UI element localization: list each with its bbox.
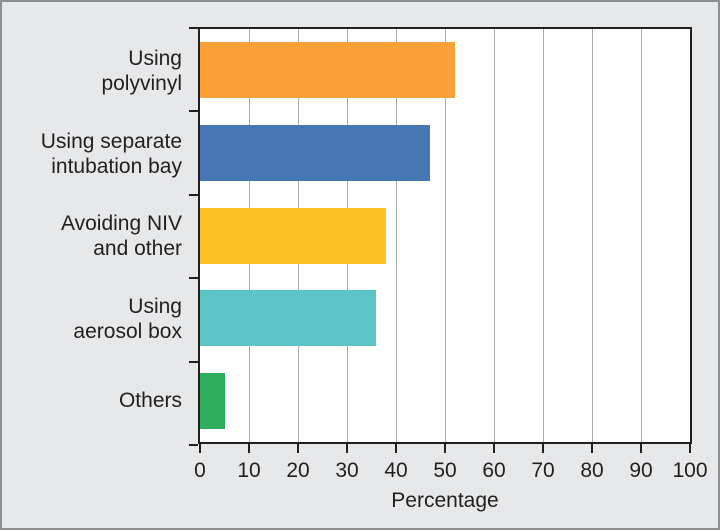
y-axis-tick	[189, 27, 198, 29]
category-label-line: aerosol box	[73, 319, 182, 343]
gridline-90	[641, 29, 642, 442]
category-axis-labels: Using polyvinyl Using separate intubation b…	[2, 29, 190, 442]
category-label-line: intubation bay	[51, 154, 182, 178]
y-axis-tick	[189, 110, 198, 112]
gridline-40	[396, 29, 397, 442]
x-axis-tick-70	[542, 444, 544, 453]
category-label-line: Avoiding NIV	[60, 211, 182, 235]
x-axis-tick-label-60: 60	[482, 459, 506, 482]
x-axis-tick-label-30: 30	[335, 459, 359, 482]
category-label-line: Using	[128, 46, 182, 70]
y-axis-tick	[189, 361, 198, 363]
bar-avoiding-niv-and-other	[200, 208, 386, 264]
category-label-line: and other	[93, 236, 182, 260]
x-axis-tick-40	[395, 444, 397, 453]
y-axis-tick	[189, 277, 198, 279]
x-axis-tick-label-90: 90	[629, 459, 653, 482]
bar-using-polyvinyl	[200, 42, 455, 98]
category-label-using-polyvinyl: Using polyvinyl	[2, 29, 190, 112]
x-axis-tick-30	[346, 444, 348, 453]
bar-using-aerosol-box	[200, 290, 376, 346]
x-axis-tick-0	[199, 444, 201, 453]
x-axis-tick-label-40: 40	[384, 459, 408, 482]
x-axis-tick-50	[444, 444, 446, 453]
x-axis-tick-60	[493, 444, 495, 453]
gridline-50	[445, 29, 446, 442]
category-label-line: Using separate	[40, 129, 182, 153]
x-axis-tick-100	[689, 444, 691, 453]
gridline-80	[592, 29, 593, 442]
gridline-70	[543, 29, 544, 442]
x-axis-title: Percentage	[391, 489, 499, 512]
x-axis-tick-90	[640, 444, 642, 453]
y-axis-tick	[189, 444, 198, 446]
x-axis-tick-label-100: 100	[672, 459, 708, 482]
x-axis-tick-label-70: 70	[531, 459, 555, 482]
x-axis-tick-10	[248, 444, 250, 453]
x-axis-tick-20	[297, 444, 299, 453]
x-axis-tick-label-10: 10	[237, 459, 261, 482]
category-label-line: polyvinyl	[101, 71, 182, 95]
x-axis-tick-label-0: 0	[194, 459, 206, 482]
bar-using-separate-intubation-bay	[200, 125, 430, 181]
category-label-line: Others	[118, 389, 182, 412]
category-label-avoiding-niv-and-other: Avoiding NIV and other	[2, 194, 190, 277]
x-axis-tick-label-20: 20	[286, 459, 310, 482]
plot-area	[198, 27, 692, 444]
category-label-others: Others	[2, 359, 190, 442]
category-label-using-separate-intubation-bay: Using separate intubation bay	[2, 112, 190, 195]
x-axis-tick-80	[591, 444, 593, 453]
bar-others	[200, 373, 225, 429]
y-axis-tick	[189, 194, 198, 196]
category-label-line: Using	[128, 294, 182, 318]
gridline-60	[494, 29, 495, 442]
x-axis-tick-label-50: 50	[433, 459, 457, 482]
x-axis-tick-label-80: 80	[580, 459, 604, 482]
category-label-using-aerosol-box: Using aerosol box	[2, 277, 190, 360]
